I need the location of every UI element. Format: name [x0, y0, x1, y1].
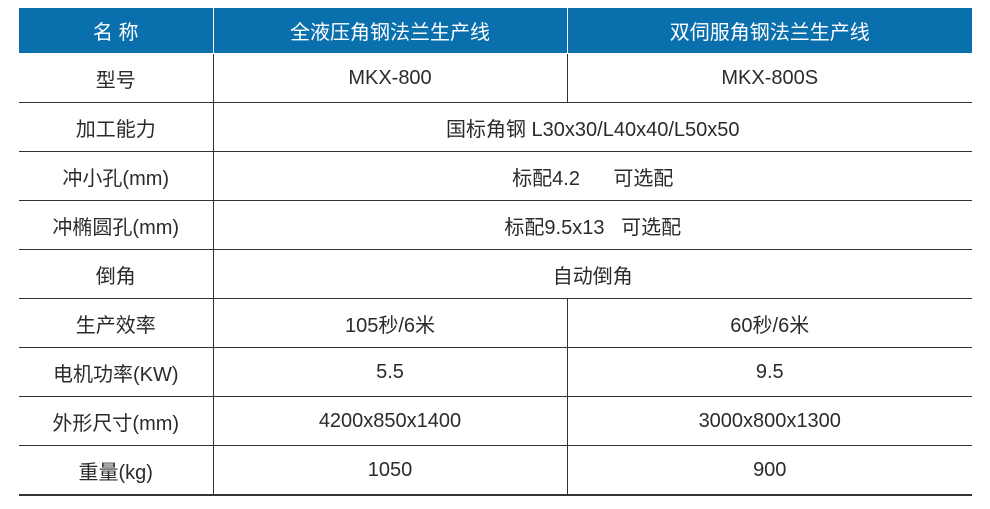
cell-value: MKX-800S	[566, 53, 972, 103]
row-label: 重量(kg)	[19, 445, 214, 496]
cell-value: 1050	[212, 445, 568, 496]
table-row-chamfer: 倒角 自动倒角	[19, 249, 972, 299]
table-row-model: 型号 MKX-800 MKX-800S	[19, 53, 972, 103]
table-row-efficiency: 生产效率 105秒/6米 60秒/6米	[19, 298, 972, 348]
cell-value: MKX-800	[212, 53, 568, 103]
spec-table: 名 称 全液压角钢法兰生产线 双伺服角钢法兰生产线 型号 MKX-800 MKX…	[19, 8, 972, 496]
cell-value: 9.5	[566, 347, 972, 397]
cell-merged: 标配4.2 可选配	[212, 151, 972, 201]
header-dual-servo-line: 双伺服角钢法兰生产线	[566, 8, 972, 54]
cell-value: 4200x850x1400	[212, 396, 568, 446]
row-label: 冲小孔(mm)	[19, 151, 214, 201]
cell-value: 900	[566, 445, 972, 496]
cell-value: 60秒/6米	[566, 298, 972, 348]
table-row-oval-hole: 冲椭圆孔(mm) 标配9.5x13 可选配	[19, 200, 972, 250]
table-row-weight: 重量(kg) 1050 900	[19, 445, 972, 496]
table-row-power: 电机功率(KW) 5.5 9.5	[19, 347, 972, 397]
cell-value: 3000x800x1300	[566, 396, 972, 446]
cell-merged: 国标角钢 L30x30/L40x40/L50x50	[212, 102, 972, 152]
cell-value: 105秒/6米	[212, 298, 568, 348]
table-row-capacity: 加工能力 国标角钢 L30x30/L40x40/L50x50	[19, 102, 972, 152]
row-label: 电机功率(KW)	[19, 347, 214, 397]
cell-value: 5.5	[212, 347, 568, 397]
header-name: 名 称	[19, 8, 214, 54]
table-row-small-hole: 冲小孔(mm) 标配4.2 可选配	[19, 151, 972, 201]
cell-merged: 自动倒角	[212, 249, 972, 299]
cell-merged: 标配9.5x13 可选配	[212, 200, 972, 250]
row-label: 外形尺寸(mm)	[19, 396, 214, 446]
row-label: 冲椭圆孔(mm)	[19, 200, 214, 250]
row-label: 型号	[19, 53, 214, 103]
header-row: 名 称 全液压角钢法兰生产线 双伺服角钢法兰生产线	[19, 8, 972, 54]
header-hydraulic-line: 全液压角钢法兰生产线	[212, 8, 568, 54]
table-row-dimensions: 外形尺寸(mm) 4200x850x1400 3000x800x1300	[19, 396, 972, 446]
row-label: 倒角	[19, 249, 214, 299]
row-label: 加工能力	[19, 102, 214, 152]
row-label: 生产效率	[19, 298, 214, 348]
